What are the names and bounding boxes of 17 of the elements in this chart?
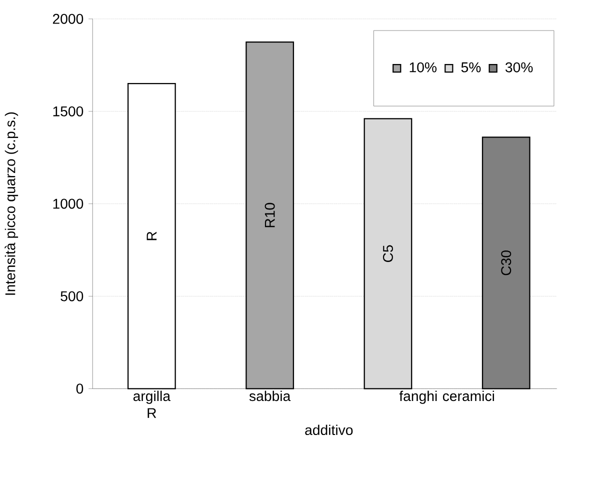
legend-label: 30%: [505, 62, 533, 73]
data-label: C30: [501, 250, 512, 276]
data-label: C5: [382, 246, 393, 262]
y-tick-label: 500: [60, 291, 84, 302]
x-tick-label: sabbia: [249, 390, 291, 402]
y-tick-label: 1500: [53, 106, 84, 117]
x-axis-title: additivo: [305, 424, 353, 436]
y-tick-label: 2000: [52, 14, 84, 24]
x-tick-label: argilla R: [133, 390, 171, 418]
legend-label: 5%: [461, 62, 481, 73]
legend-label: 10%: [410, 62, 437, 73]
y-tick-label: 0: [76, 384, 84, 394]
data-label: R: [146, 232, 157, 240]
x-tick-label: fanghi ceramici: [399, 390, 494, 404]
y-axis-title: Intensità picco quarzo (c.p.s.): [4, 112, 18, 296]
y-tick-label: 1000: [53, 199, 84, 210]
data-label: R10: [264, 203, 275, 228]
